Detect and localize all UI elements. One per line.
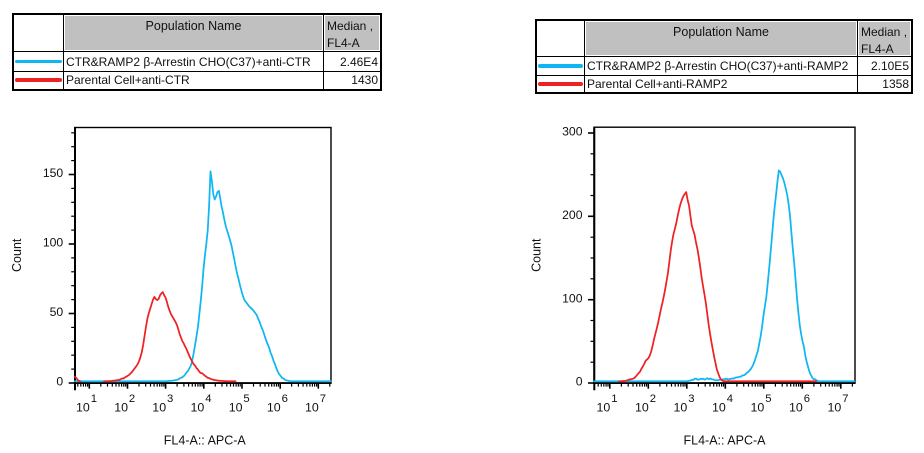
svg-text:FL4-A:: APC-A: FL4-A:: APC-A	[164, 433, 247, 447]
svg-text:10: 10	[597, 401, 611, 415]
svg-text:10: 10	[152, 401, 166, 415]
svg-text:200: 200	[562, 208, 583, 222]
svg-text:5: 5	[765, 393, 771, 405]
svg-text:2: 2	[129, 393, 135, 405]
svg-text:Count: Count	[10, 238, 24, 272]
svg-text:1: 1	[611, 393, 617, 405]
svg-text:0: 0	[56, 375, 63, 389]
svg-text:150: 150	[43, 166, 64, 180]
svg-text:10: 10	[229, 401, 243, 415]
svg-text:300: 300	[562, 125, 583, 139]
svg-text:50: 50	[50, 305, 64, 319]
svg-text:4: 4	[727, 393, 733, 405]
svg-text:7: 7	[320, 393, 326, 405]
svg-text:2: 2	[650, 393, 656, 405]
svg-text:FL4-A:: APC-A: FL4-A:: APC-A	[684, 433, 767, 447]
svg-text:3: 3	[167, 393, 173, 405]
svg-text:100: 100	[562, 291, 583, 305]
svg-text:10: 10	[635, 401, 649, 415]
svg-text:10: 10	[76, 401, 90, 415]
svg-text:1: 1	[91, 393, 97, 405]
svg-text:4: 4	[205, 393, 211, 405]
svg-text:10: 10	[191, 401, 205, 415]
svg-text:3: 3	[688, 393, 694, 405]
svg-text:6: 6	[282, 393, 288, 405]
svg-text:10: 10	[751, 401, 765, 415]
svg-text:10: 10	[712, 401, 726, 415]
svg-text:10: 10	[267, 401, 281, 415]
svg-text:10: 10	[789, 401, 803, 415]
svg-text:10: 10	[828, 401, 842, 415]
svg-text:10: 10	[305, 401, 319, 415]
svg-text:Count: Count	[530, 238, 544, 272]
svg-text:6: 6	[804, 393, 810, 405]
svg-text:0: 0	[576, 375, 583, 389]
svg-text:5: 5	[243, 393, 249, 405]
svg-text:100: 100	[43, 236, 64, 250]
svg-text:10: 10	[674, 401, 688, 415]
svg-text:10: 10	[114, 401, 128, 415]
svg-text:7: 7	[842, 393, 848, 405]
